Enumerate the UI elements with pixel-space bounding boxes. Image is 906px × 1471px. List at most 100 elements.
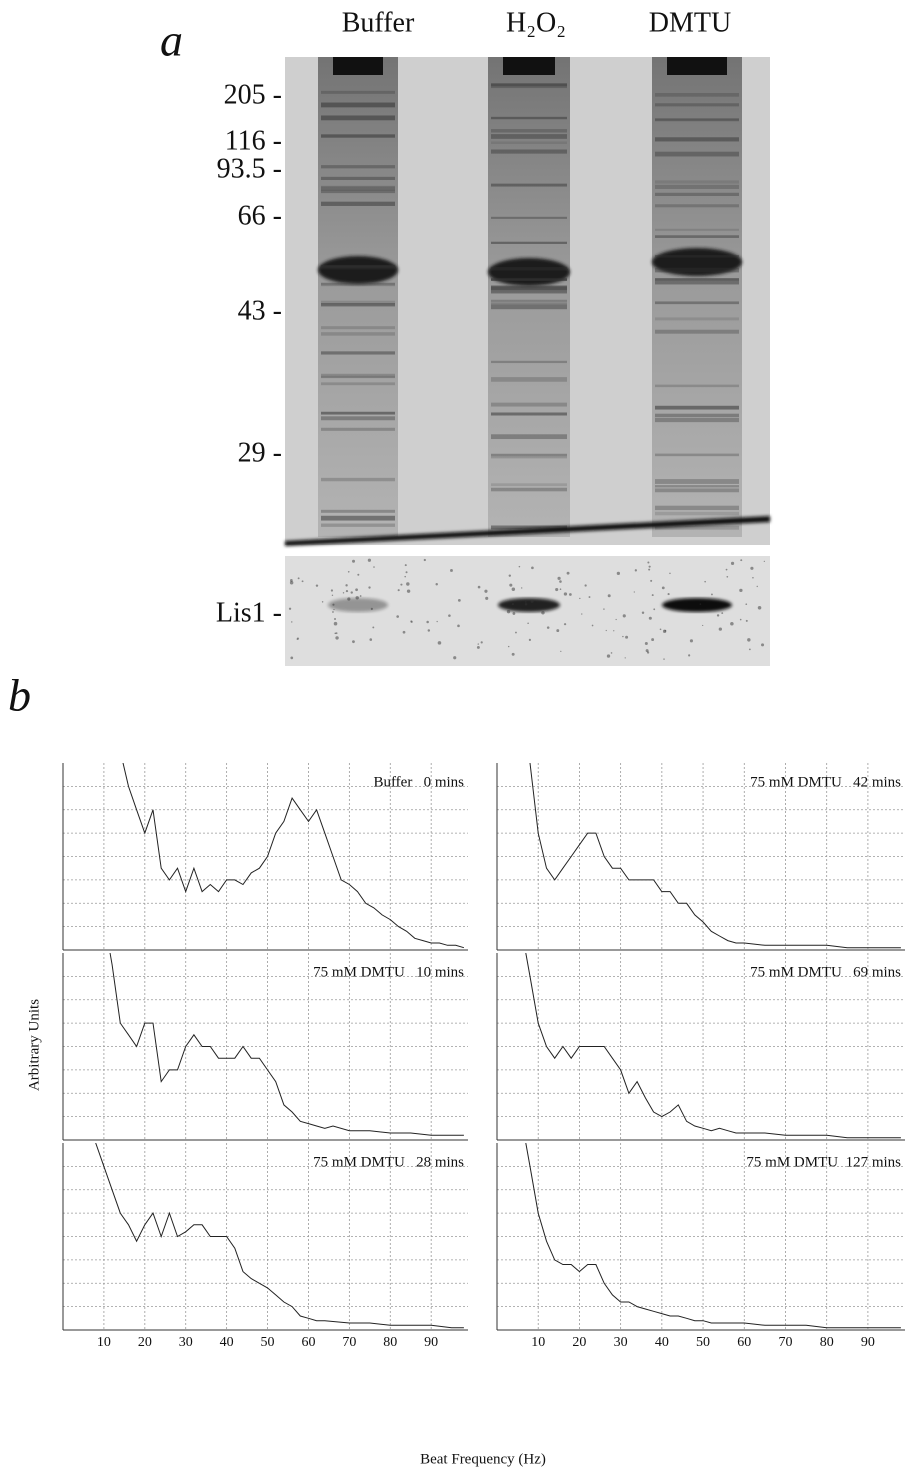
speck [725, 568, 728, 571]
x-tick-label: 60 [301, 1335, 315, 1350]
band [655, 488, 739, 493]
band [321, 102, 395, 108]
band [655, 204, 739, 208]
band [491, 134, 567, 139]
band [491, 304, 567, 310]
speck [369, 638, 373, 641]
blot-band [662, 598, 732, 612]
speck [402, 630, 406, 634]
spectrum-line [109, 953, 464, 1136]
band [321, 427, 395, 431]
speck [297, 577, 300, 580]
speck [591, 624, 594, 627]
speck [633, 591, 635, 593]
speck [477, 585, 481, 589]
speck [480, 641, 483, 644]
band [491, 402, 567, 407]
speck [396, 615, 400, 618]
speck [750, 566, 754, 570]
speck [357, 573, 360, 576]
band [491, 483, 567, 487]
speck [606, 654, 611, 658]
speck [624, 657, 626, 659]
speck [332, 603, 335, 606]
band [491, 377, 567, 382]
band [321, 265, 395, 270]
speck [634, 569, 637, 572]
speck [507, 645, 510, 648]
speck [521, 587, 523, 589]
band [321, 300, 395, 305]
band [655, 505, 739, 511]
band [491, 412, 567, 416]
band [655, 184, 739, 189]
band [655, 329, 739, 334]
speck [688, 654, 691, 657]
dye-front [285, 516, 770, 546]
band [655, 405, 739, 410]
speck [648, 565, 651, 568]
speck [644, 642, 648, 646]
band [652, 248, 742, 276]
x-tick-label: 40 [655, 1335, 669, 1350]
panel-title: 75 mM DMTU 42 mins [750, 774, 901, 790]
x-tick-label: 20 [138, 1335, 152, 1350]
speck [509, 583, 513, 587]
band [655, 228, 739, 231]
spectrum-line [122, 763, 465, 949]
speck [333, 608, 335, 611]
band [503, 57, 555, 75]
speck [756, 585, 758, 588]
speck [739, 618, 742, 621]
speck [663, 658, 665, 660]
speck [730, 561, 735, 565]
speck [726, 575, 729, 578]
speck [524, 601, 527, 603]
speck [605, 629, 607, 632]
speck [566, 571, 570, 575]
speck [546, 626, 550, 629]
speck [291, 621, 293, 623]
speck [613, 630, 615, 632]
speck [512, 612, 516, 615]
speck [352, 640, 355, 644]
speck [508, 574, 511, 577]
panel-label: a [160, 15, 183, 66]
speck [335, 636, 339, 640]
speck [699, 603, 702, 605]
speck [372, 626, 375, 629]
speck [625, 635, 629, 639]
spectrum-line [529, 763, 901, 949]
band [655, 118, 739, 122]
speck [641, 611, 645, 614]
speck [653, 608, 656, 611]
band [655, 235, 739, 238]
speck [352, 559, 356, 563]
x-tick-label: 10 [97, 1335, 111, 1350]
band [321, 90, 395, 94]
speck [315, 584, 319, 587]
speck [427, 629, 431, 632]
band [491, 83, 567, 89]
band [655, 278, 739, 281]
band [655, 485, 739, 488]
band [491, 434, 567, 440]
speck [485, 596, 489, 600]
band [655, 151, 739, 157]
speck [330, 589, 334, 592]
band [655, 279, 739, 285]
marker-label: 66 - [238, 200, 282, 231]
band [491, 267, 567, 271]
band [491, 149, 567, 154]
marker-label: 116 - [225, 125, 282, 156]
spectrum-line [525, 1143, 901, 1329]
speck [647, 561, 650, 564]
band [491, 453, 567, 457]
speck [569, 593, 572, 596]
speck [669, 572, 671, 575]
speck [555, 587, 559, 592]
band [321, 332, 395, 336]
band [321, 186, 395, 191]
speck [711, 593, 713, 596]
